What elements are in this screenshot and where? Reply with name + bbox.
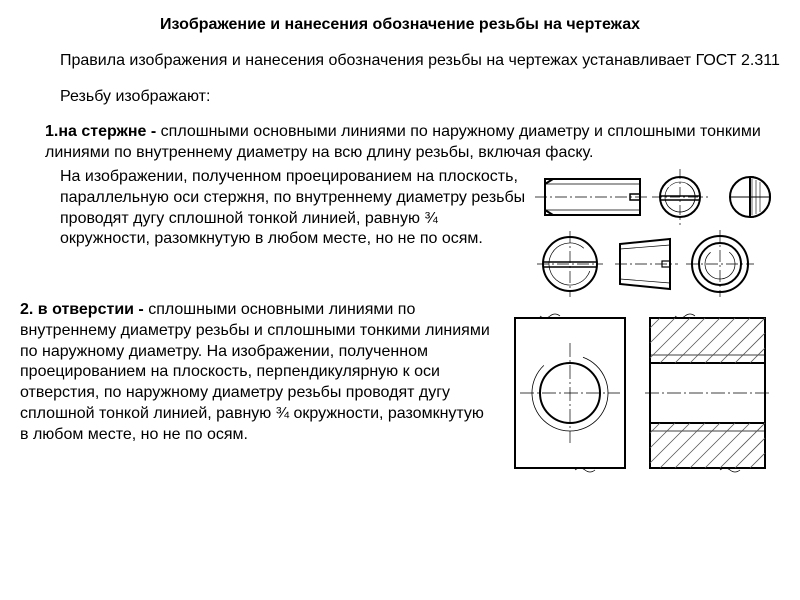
section1-bold: на стержне -: [58, 123, 160, 140]
subtitle: Резьбу изображают:: [20, 87, 780, 108]
figure-rod: [535, 167, 780, 297]
intro-text: Правила изображения и нанесения обозначе…: [20, 51, 780, 72]
section2-text: сплошными основными линиями по внутренне…: [20, 301, 490, 443]
page-title: Изображение и нанесения обозначение резь…: [20, 15, 780, 36]
section1-header: 1.на стержне - сплошными основными линия…: [20, 122, 780, 164]
section2-bold: в отверстии -: [33, 301, 148, 318]
section1-row: На изображении, полученном проецирование…: [20, 167, 780, 297]
figure-hole: [500, 300, 780, 483]
section1-number: 1.: [45, 123, 58, 140]
section2-row: 2. в отверстии - сплошными основными лин…: [20, 300, 780, 483]
section2-text-col: 2. в отверстии - сплошными основными лин…: [20, 300, 500, 446]
section2-number: 2.: [20, 301, 33, 318]
section1-para2: На изображении, полученном проецирование…: [20, 167, 535, 250]
